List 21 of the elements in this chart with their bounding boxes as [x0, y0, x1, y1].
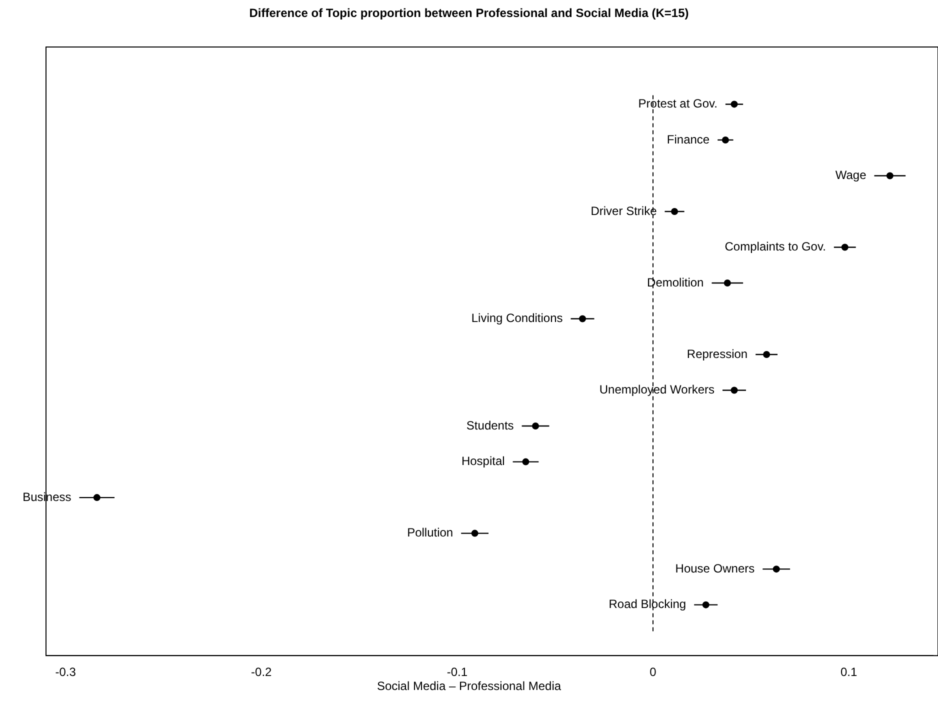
y-tick-label: Demolition: [647, 275, 704, 290]
y-tick-label: Wage: [835, 168, 867, 182]
y-tick-label: Unemployed Workers: [599, 382, 715, 397]
y-tick-label: Students: [466, 418, 514, 432]
y-tick-label: Pollution: [407, 526, 454, 540]
y-tick-label: House Owners: [675, 561, 755, 576]
y-tick-label: Protest at Gov.: [638, 96, 718, 111]
y-tick-label: Finance: [666, 132, 710, 146]
y-tick-label: Hospital: [461, 454, 505, 468]
y-tick-label: Complaints to Gov.: [724, 240, 826, 254]
x-tick-label: 0.1: [840, 665, 858, 680]
y-tick-label: Living Conditions: [471, 311, 563, 326]
y-tick-label: Driver Strike: [590, 204, 658, 218]
x-tick-label: -0.1: [446, 665, 468, 680]
x-tick-label: -0.3: [55, 665, 76, 680]
x-tick-label: 0: [650, 665, 657, 680]
chart-title: Difference of Topic proportion between Professional and Social Media (K=15): [248, 6, 690, 20]
y-tick-label: Road Blocking: [608, 597, 686, 612]
x-tick-label: -0.2: [251, 665, 272, 680]
y-tick-label: Repression: [686, 346, 748, 361]
x-axis-title: Social Media – Professional Media: [376, 679, 562, 693]
